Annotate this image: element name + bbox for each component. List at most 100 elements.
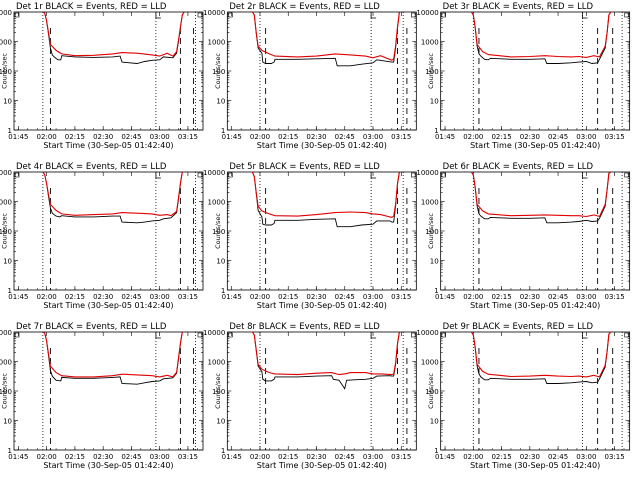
x-tick-label: 02:00 <box>463 453 483 461</box>
y-tick-label: 10 <box>430 258 439 266</box>
x-tick-label: 01:45 <box>222 133 242 141</box>
y-tick-label: 1000 <box>421 199 439 207</box>
y-tick-label: 10000 <box>0 9 12 17</box>
y-tick-label: 10 <box>430 98 439 106</box>
plot-frame <box>13 171 204 291</box>
y-tick-label: 100 <box>212 388 225 396</box>
y-axis-label: Counts/sec <box>214 213 222 249</box>
y-tick-label: 10 <box>216 418 225 426</box>
x-tick-label: 02:15 <box>278 293 298 301</box>
panel-det-6: Det 6r BLACK = Events, RED = LLD 1 10 100 10… <box>416 162 631 310</box>
y-tick-label: 10 <box>216 98 225 106</box>
corner-marker <box>441 332 446 338</box>
x-tick-label: 02:30 <box>520 453 540 461</box>
y-tick-label: 1 <box>8 287 12 295</box>
y-tick-label: 100 <box>212 228 225 236</box>
x-tick-label: 03:15 <box>391 453 411 461</box>
x-axis-label: Start Time (30-Sep-05 01:42:40) <box>43 461 173 470</box>
x-tick-label: 03:00 <box>576 133 596 141</box>
x-tick-label: 03:00 <box>150 293 170 301</box>
y-axis-label: Counts/sec <box>214 53 222 89</box>
y-tick-label: 10000 <box>203 9 225 17</box>
corner-marker <box>14 12 20 18</box>
x-tick-label: 01:45 <box>435 293 455 301</box>
x-tick-label: 02:00 <box>250 133 270 141</box>
x-tick-label: 02:00 <box>250 453 270 461</box>
lld-series-line <box>251 11 400 61</box>
y-tick-label: 1 <box>8 447 12 455</box>
x-tick-label: 02:15 <box>491 453 511 461</box>
x-tick-label: 03:00 <box>363 453 383 461</box>
corner-marker <box>228 332 233 338</box>
y-axis-label: Counts/sec <box>1 53 9 89</box>
corner-marker <box>197 12 203 18</box>
y-tick-label: 1 <box>434 127 438 135</box>
corner-marker <box>14 332 20 338</box>
corner-marker <box>441 12 446 18</box>
corner-marker <box>411 12 416 18</box>
y-tick-label: 1000 <box>208 199 226 207</box>
x-tick-label: 03:15 <box>178 293 198 301</box>
y-tick-label: 1 <box>221 127 225 135</box>
x-tick-label: 03:15 <box>604 453 624 461</box>
top-bracket-marker <box>370 332 377 339</box>
y-tick-label: 1000 <box>208 359 226 367</box>
lld-series-line <box>470 171 612 218</box>
x-tick-label: 02:30 <box>306 453 326 461</box>
y-tick-label: 1 <box>221 447 225 455</box>
y-tick-label: 100 <box>0 388 12 396</box>
corner-marker <box>411 332 416 338</box>
y-tick-label: 10000 <box>203 329 225 337</box>
panel-title: Det 2r BLACK = Events, RED = LLD <box>229 2 380 12</box>
x-tick-label: 02:45 <box>548 293 568 301</box>
x-tick-label: 03:15 <box>391 293 411 301</box>
top-bracket-marker <box>370 12 377 19</box>
lld-series-line <box>251 171 400 218</box>
top-bracket-marker <box>582 172 588 179</box>
panel-det-1: Det 1r BLACK = Events, RED = LLD 1 10 100 10… <box>0 2 204 150</box>
events-series-line <box>252 11 400 67</box>
y-tick-label: 1 <box>221 287 225 295</box>
plot-frame <box>13 331 204 451</box>
x-tick-label: 02:45 <box>121 453 141 461</box>
x-axis-label: Start Time (30-Sep-05 01:42:40) <box>257 301 387 310</box>
x-tick-label: 02:30 <box>93 293 113 301</box>
events-series-line <box>251 171 400 228</box>
y-tick-label: 1 <box>434 447 438 455</box>
y-tick-label: 10000 <box>416 169 438 177</box>
x-tick-label: 02:15 <box>65 293 85 301</box>
y-tick-label: 10000 <box>0 329 12 337</box>
top-bracket-marker <box>155 12 161 19</box>
panel-det-2: Det 2r BLACK = Events, RED = LLD 1 10 100 10… <box>203 2 417 150</box>
panel-title: Det 9r BLACK = Events, RED = LLD <box>443 322 594 332</box>
x-tick-label: 02:15 <box>491 293 511 301</box>
y-tick-label: 10000 <box>0 169 12 177</box>
y-tick-label: 10 <box>3 98 12 106</box>
x-tick-label: 02:45 <box>548 453 568 461</box>
y-tick-label: 10000 <box>416 9 438 17</box>
panel-title: Det 6r BLACK = Events, RED = LLD <box>443 162 594 172</box>
corner-marker <box>228 12 233 18</box>
y-tick-label: 1 <box>434 287 438 295</box>
x-tick-label: 03:00 <box>363 293 383 301</box>
top-bracket-marker <box>582 332 588 339</box>
lld-series-line <box>42 11 185 57</box>
x-tick-label: 01:45 <box>222 293 242 301</box>
panel-title: Det 1r BLACK = Events, RED = LLD <box>16 2 167 12</box>
x-tick-label: 02:15 <box>278 133 298 141</box>
corner-marker <box>197 332 203 338</box>
x-tick-label: 02:15 <box>491 133 511 141</box>
x-tick-label: 03:15 <box>391 133 411 141</box>
panel-det-3: Det 3r BLACK = Events, RED = LLD 1 10 100 10… <box>416 2 631 150</box>
x-tick-label: 02:30 <box>306 133 326 141</box>
panel-title: Det 7r BLACK = Events, RED = LLD <box>16 322 167 332</box>
x-tick-label: 02:45 <box>548 133 568 141</box>
x-tick-label: 02:30 <box>306 293 326 301</box>
panel-det-9: Det 9r BLACK = Events, RED = LLD 1 10 100 10… <box>416 322 631 470</box>
y-tick-label: 1000 <box>0 359 12 367</box>
y-tick-label: 100 <box>0 228 12 236</box>
x-tick-label: 03:15 <box>604 133 624 141</box>
x-axis-label: Start Time (30-Sep-05 01:42:40) <box>257 141 387 150</box>
x-tick-label: 03:00 <box>150 453 170 461</box>
y-tick-label: 100 <box>212 68 225 76</box>
